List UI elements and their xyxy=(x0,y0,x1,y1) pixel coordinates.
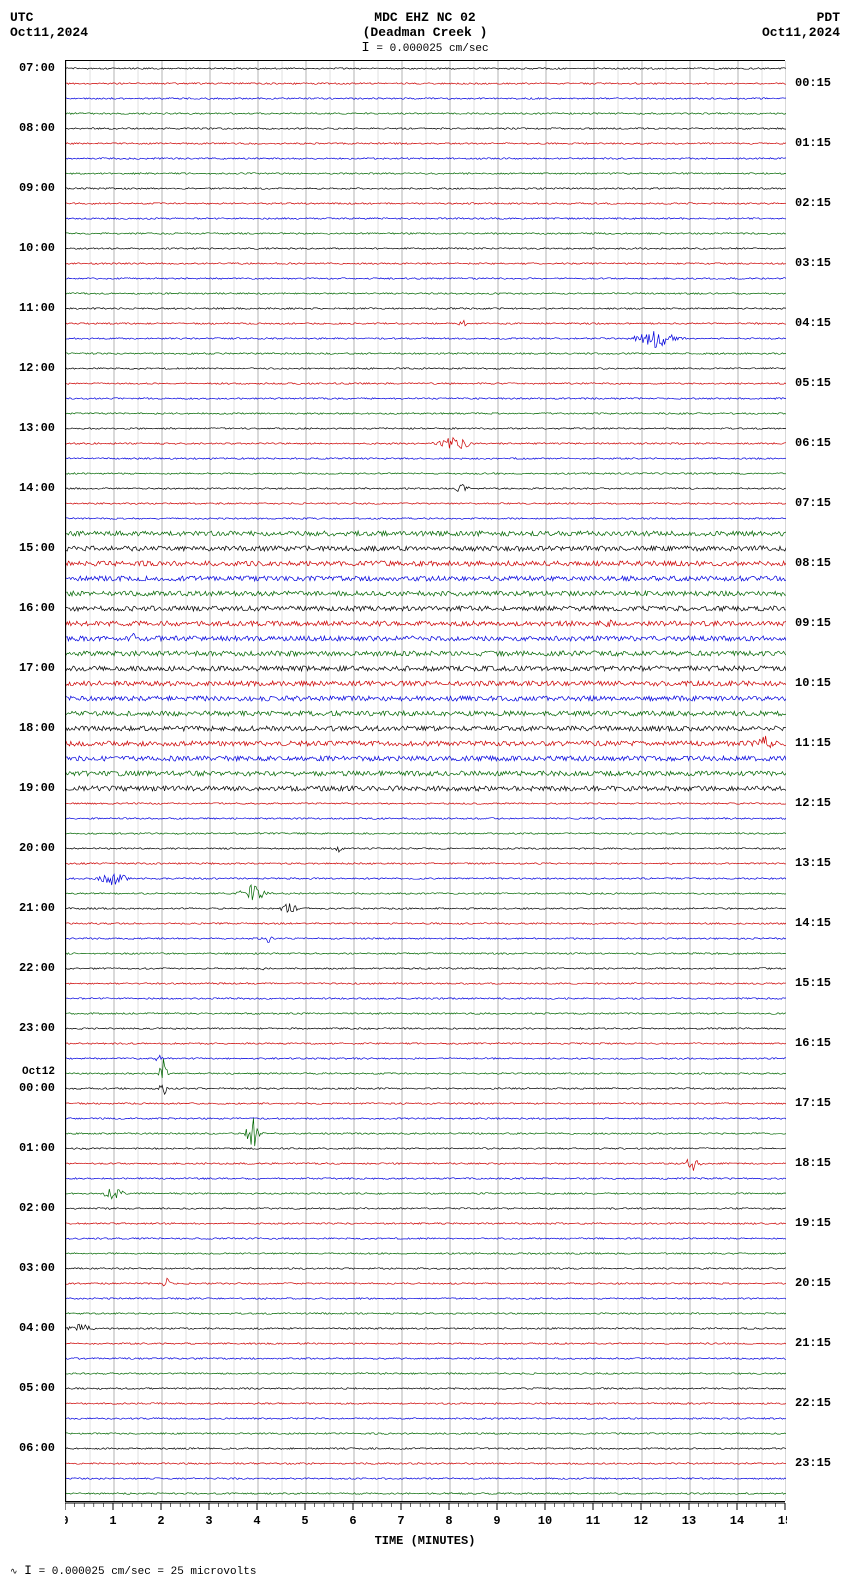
right-time-label: 21:15 xyxy=(795,1336,831,1350)
seismogram-container: UTC Oct11,2024 MDC EHZ NC 02 (Deadman Cr… xyxy=(10,10,840,1578)
left-time-label: 14:00 xyxy=(19,481,55,495)
right-time-label: 23:15 xyxy=(795,1456,831,1470)
left-time-label: 17:00 xyxy=(19,661,55,675)
left-time-label: 02:00 xyxy=(19,1201,55,1215)
svg-text:7: 7 xyxy=(397,1514,404,1528)
left-time-label: 11:00 xyxy=(19,301,55,315)
right-time-label: 13:15 xyxy=(795,856,831,870)
svg-text:1: 1 xyxy=(109,1514,116,1528)
svg-text:4: 4 xyxy=(253,1514,260,1528)
left-time-label: 23:00 xyxy=(19,1021,55,1035)
seismogram-svg xyxy=(66,61,786,1501)
right-time-label: 14:15 xyxy=(795,916,831,930)
pdt-tz-label: PDT xyxy=(762,10,840,25)
xaxis-label: TIME (MINUTES) xyxy=(10,1534,840,1548)
right-time-label: 10:15 xyxy=(795,676,831,690)
right-time-label: 22:15 xyxy=(795,1396,831,1410)
right-time-label: 04:15 xyxy=(795,316,831,330)
left-time-label: 21:00 xyxy=(19,901,55,915)
svg-text:2: 2 xyxy=(157,1514,164,1528)
svg-text:12: 12 xyxy=(634,1514,648,1528)
station-label: MDC EHZ NC 02 xyxy=(361,10,488,25)
chart-area xyxy=(65,60,785,1502)
left-time-label: 04:00 xyxy=(19,1321,55,1335)
right-time-label: 12:15 xyxy=(795,796,831,810)
utc-tz-label: UTC xyxy=(10,10,88,25)
pdt-date-label: Oct11,2024 xyxy=(762,25,840,40)
left-time-label: 18:00 xyxy=(19,721,55,735)
xaxis-svg: 0123456789101112131415 xyxy=(65,1502,787,1532)
right-time-label: 07:15 xyxy=(795,496,831,510)
header: UTC Oct11,2024 MDC EHZ NC 02 (Deadman Cr… xyxy=(10,10,840,60)
right-time-label: 16:15 xyxy=(795,1036,831,1050)
svg-text:15: 15 xyxy=(778,1514,787,1528)
left-time-label: 06:00 xyxy=(19,1441,55,1455)
utc-date-label: Oct11,2024 xyxy=(10,25,88,40)
left-time-label: 15:00 xyxy=(19,541,55,555)
left-time-label: 20:00 xyxy=(19,841,55,855)
scale-note: I = 0.000025 cm/sec xyxy=(361,40,488,56)
right-time-label: 09:15 xyxy=(795,616,831,630)
left-time-label: Oct12 xyxy=(22,1066,55,1078)
left-time-label: 01:00 xyxy=(19,1141,55,1155)
left-time-label: 12:00 xyxy=(19,361,55,375)
right-time-label: 06:15 xyxy=(795,436,831,450)
right-time-label: 03:15 xyxy=(795,256,831,270)
right-time-label: 20:15 xyxy=(795,1276,831,1290)
right-time-label: 05:15 xyxy=(795,376,831,390)
right-time-label: 02:15 xyxy=(795,196,831,210)
header-right: PDT Oct11,2024 xyxy=(762,10,840,40)
left-time-label: 07:00 xyxy=(19,61,55,75)
right-time-label: 08:15 xyxy=(795,556,831,570)
svg-text:10: 10 xyxy=(538,1514,552,1528)
svg-text:9: 9 xyxy=(493,1514,500,1528)
left-time-label: 22:00 xyxy=(19,961,55,975)
right-time-label: 17:15 xyxy=(795,1096,831,1110)
left-time-label: 09:00 xyxy=(19,181,55,195)
left-time-label: 03:00 xyxy=(19,1261,55,1275)
right-time-label: 19:15 xyxy=(795,1216,831,1230)
svg-text:3: 3 xyxy=(205,1514,212,1528)
left-time-label: 13:00 xyxy=(19,421,55,435)
left-time-label: 08:00 xyxy=(19,121,55,135)
location-label: (Deadman Creek ) xyxy=(361,25,488,40)
svg-text:13: 13 xyxy=(682,1514,696,1528)
right-time-label: 01:15 xyxy=(795,136,831,150)
svg-text:8: 8 xyxy=(445,1514,452,1528)
right-time-label: 18:15 xyxy=(795,1156,831,1170)
svg-text:0: 0 xyxy=(65,1514,69,1528)
footer: ∿ I = 0.000025 cm/sec = 25 microvolts xyxy=(10,1563,840,1578)
header-center: MDC EHZ NC 02 (Deadman Creek ) I = 0.000… xyxy=(361,10,488,56)
svg-text:14: 14 xyxy=(730,1514,744,1528)
left-time-label: 05:00 xyxy=(19,1381,55,1395)
right-time-label: 00:15 xyxy=(795,76,831,90)
header-left: UTC Oct11,2024 xyxy=(10,10,88,40)
svg-text:11: 11 xyxy=(586,1514,600,1528)
right-time-label: 11:15 xyxy=(795,736,831,750)
left-time-label: 00:00 xyxy=(19,1081,55,1095)
svg-text:6: 6 xyxy=(349,1514,356,1528)
left-time-label: 16:00 xyxy=(19,601,55,615)
left-time-label: 10:00 xyxy=(19,241,55,255)
left-time-label: 19:00 xyxy=(19,781,55,795)
svg-text:5: 5 xyxy=(301,1514,308,1528)
right-time-label: 15:15 xyxy=(795,976,831,990)
